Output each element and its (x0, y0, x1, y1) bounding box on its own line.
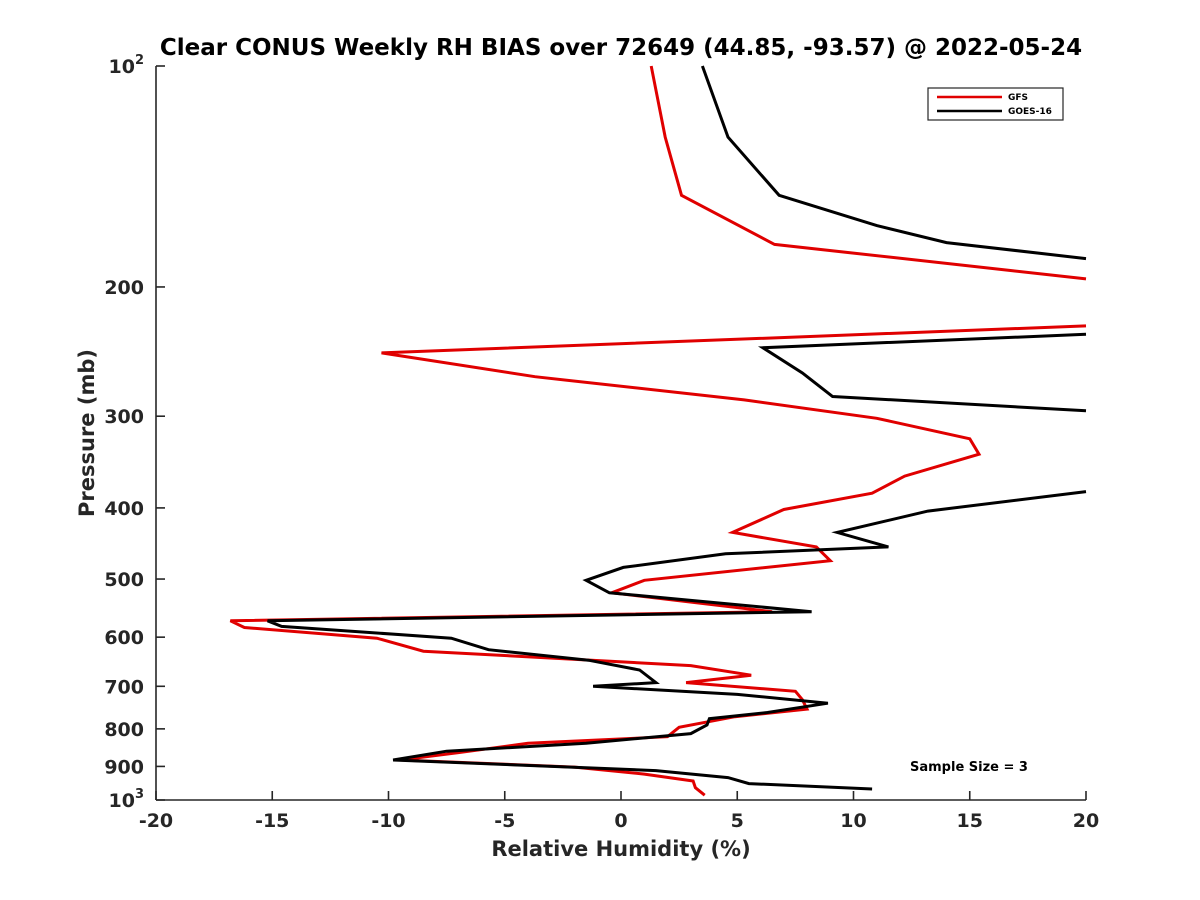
y-axis-ticks: 102 200 300 400 500 600 700 800 900 103 (104, 53, 165, 812)
y-tick-label: 600 (104, 627, 144, 649)
y-axis-title: Pressure (mb) (75, 349, 99, 517)
chart-title: Clear CONUS Weekly RH BIAS over 72649 (4… (160, 35, 1082, 61)
x-tick-label: -15 (255, 810, 289, 832)
y-tick-label: 700 (104, 676, 144, 698)
sample-size-annotation: Sample Size = 3 (910, 760, 1028, 775)
y-tick-label: 200 (104, 277, 144, 299)
x-tick-label: -5 (494, 810, 515, 832)
series-line-gfs (229, 65, 1087, 797)
x-axis-ticks: -20 -15 -10 -5 0 5 10 15 20 (139, 791, 1099, 832)
y-tick-label: 103 (109, 787, 145, 812)
legend-box (927, 87, 1064, 121)
x-tick-label: -10 (371, 810, 405, 832)
y-tick-label: 500 (104, 569, 144, 591)
legend-label-gfs: GFS (1008, 93, 1028, 103)
y-tick-label: 400 (104, 498, 144, 520)
x-tick-label: 15 (957, 810, 983, 832)
series-line-goes16 (267, 65, 1087, 791)
legend-label-goes16: GOES-16 (1008, 107, 1052, 117)
x-tick-label: 5 (731, 810, 744, 832)
y-tick-label: 900 (104, 756, 144, 778)
x-axis-title: Relative Humidity (%) (491, 837, 750, 861)
x-tick-label: 20 (1073, 810, 1099, 832)
y-tick-label: 300 (104, 406, 144, 428)
x-tick-label: -20 (139, 810, 173, 832)
x-tick-label: 10 (840, 810, 866, 832)
plot-area (229, 65, 1087, 797)
y-tick-label: 800 (104, 719, 144, 741)
x-tick-label: 0 (614, 810, 627, 832)
legend: GFS GOES-16 (927, 87, 1064, 121)
y-tick-label: 102 (109, 53, 145, 78)
